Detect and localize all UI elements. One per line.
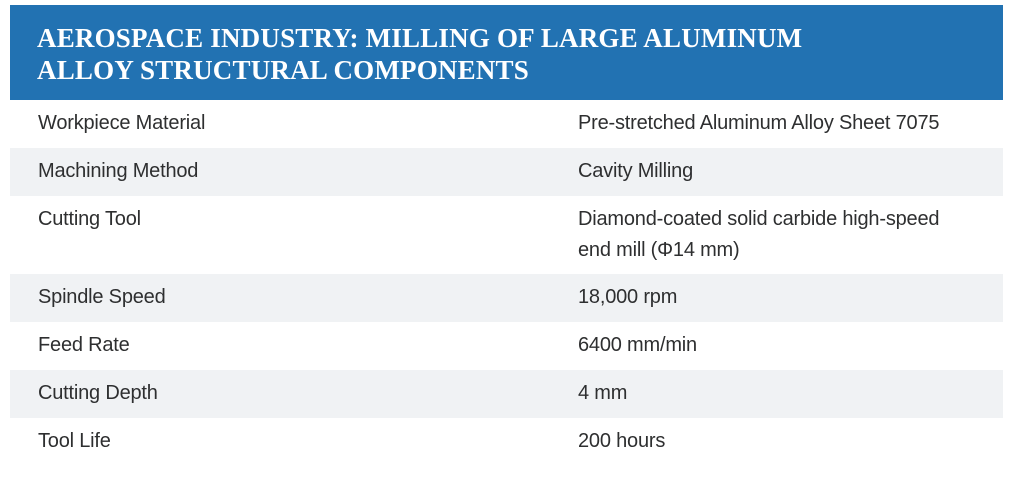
row-value: 4 mm	[578, 382, 628, 404]
page-title-line-1: AEROSPACE INDUSTRY: MILLING OF LARGE ALU…	[37, 23, 803, 53]
page-title-line-2: ALLOY STRUCTURAL COMPONENTS	[37, 55, 529, 85]
row-value: Cavity Milling	[578, 160, 694, 182]
row-value: 200 hours	[578, 430, 666, 452]
row-label: Spindle Speed	[38, 286, 166, 308]
table-row-cutting-tool: Cutting Tool Diamond-coated solid carbid…	[10, 196, 1003, 274]
row-label: Cutting Depth	[38, 382, 158, 404]
table-row-workpiece-material: Workpiece Material Pre-stretched Aluminu…	[10, 100, 1003, 148]
table-row-spindle-speed: Spindle Speed 18,000 rpm	[10, 274, 1003, 322]
row-value: Diamond-coated solid carbide high-speed …	[578, 208, 940, 261]
spec-table: Workpiece Material Pre-stretched Aluminu…	[10, 100, 1003, 466]
table-row-cutting-depth: Cutting Depth 4 mm	[10, 370, 1003, 418]
row-label: Workpiece Material	[38, 112, 206, 134]
table-header-banner: AEROSPACE INDUSTRY: MILLING OF LARGE ALU…	[10, 5, 1003, 100]
row-label: Feed Rate	[38, 334, 130, 356]
row-value: Pre-stretched Aluminum Alloy Sheet 7075	[578, 112, 940, 134]
table-row-tool-life: Tool Life 200 hours	[10, 418, 1003, 466]
row-value: 18,000 rpm	[578, 286, 678, 308]
table-row-machining-method: Machining Method Cavity Milling	[10, 148, 1003, 196]
row-value: 6400 mm/min	[578, 334, 697, 356]
row-label: Machining Method	[38, 160, 199, 182]
row-label: Cutting Tool	[38, 208, 141, 230]
row-label: Tool Life	[38, 430, 111, 452]
table-row-feed-rate: Feed Rate 6400 mm/min	[10, 322, 1003, 370]
